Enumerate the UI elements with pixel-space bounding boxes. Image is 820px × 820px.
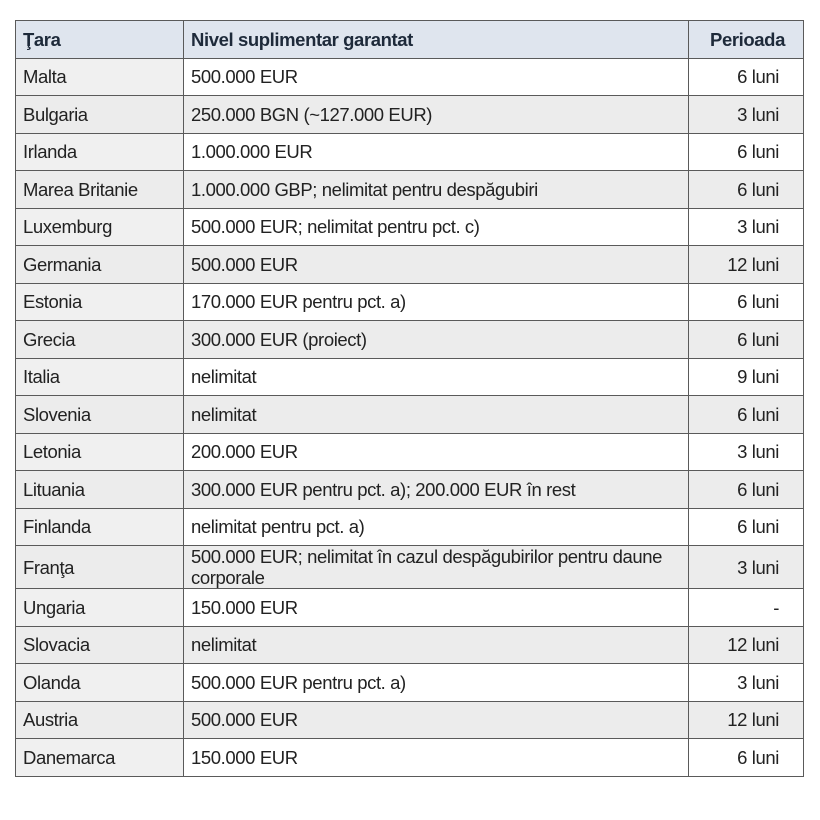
- table-cell: 6 luni: [688, 470, 804, 509]
- table-row: Ungaria 150.000 EUR -: [15, 588, 804, 627]
- table-cell: 12 luni: [688, 700, 804, 739]
- table-cell: Letonia: [15, 432, 184, 471]
- table: Ţara Nivel suplimentar garantat Perioada…: [15, 20, 804, 777]
- table-cell: 500.000 EUR: [183, 245, 689, 284]
- table-cell: -: [688, 588, 804, 627]
- table-row: Luxemburg 500.000 EUR; nelimitat pentru p…: [15, 207, 804, 246]
- table-cell: Austria: [15, 700, 184, 739]
- table-cell: 500.000 EUR: [183, 57, 689, 96]
- table-cell: 300.000 EUR (proiect): [183, 320, 689, 359]
- table-row: Letonia 200.000 EUR 3 luni: [15, 432, 804, 471]
- table-row: Slovenia nelimitat 6 luni: [15, 395, 804, 434]
- table-row: Grecia 300.000 EUR (proiect) 6 luni: [15, 320, 804, 359]
- table-row: Franţa 500.000 EUR; nelimitat în cazul de…: [15, 545, 804, 589]
- table-cell: Germania: [15, 245, 184, 284]
- table-row: Austria 500.000 EUR 12 luni: [15, 700, 804, 739]
- header-cell: Perioada: [688, 20, 804, 59]
- table-cell: Danemarca: [15, 738, 184, 777]
- table-cell: 3 luni: [688, 432, 804, 471]
- table-cell: 6 luni: [688, 170, 804, 209]
- table-cell: 6 luni: [688, 282, 804, 321]
- table-cell: 6 luni: [688, 738, 804, 777]
- table-row: Slovacia nelimitat 12 luni: [15, 625, 804, 664]
- table-cell: 1.000.000 EUR: [183, 132, 689, 171]
- table-cell: Franţa: [15, 545, 184, 589]
- table-cell: nelimitat: [183, 625, 689, 664]
- table-body: Malta 500.000 EUR 6 luni Bulgaria 250.000 BG…: [15, 57, 804, 777]
- table-cell: nelimitat: [183, 395, 689, 434]
- table-cell: 150.000 EUR: [183, 588, 689, 627]
- table-row: Estonia 170.000 EUR pentru pct. a) 6 luni: [15, 282, 804, 321]
- table-cell: 300.000 EUR pentru pct. a); 200.000 EUR …: [183, 470, 689, 509]
- table-cell: 6 luni: [688, 57, 804, 96]
- table-cell: Slovenia: [15, 395, 184, 434]
- table-row: Bulgaria 250.000 BGN (~127.000 EUR) 3 luni: [15, 95, 804, 134]
- table-cell: Olanda: [15, 663, 184, 702]
- table-cell: 12 luni: [688, 625, 804, 664]
- table-row: Olanda 500.000 EUR pentru pct. a) 3 luni: [15, 663, 804, 702]
- table-cell: nelimitat: [183, 357, 689, 396]
- table-cell: Marea Britanie: [15, 170, 184, 209]
- table-cell: 150.000 EUR: [183, 738, 689, 777]
- table-cell: 200.000 EUR: [183, 432, 689, 471]
- table-cell: Grecia: [15, 320, 184, 359]
- table-cell: nelimitat pentru pct. a): [183, 507, 689, 546]
- table-cell: 500.000 EUR: [183, 700, 689, 739]
- table-row: Italia nelimitat 9 luni: [15, 357, 804, 396]
- table-cell: 6 luni: [688, 320, 804, 359]
- table-cell: 12 luni: [688, 245, 804, 284]
- table-cell: Malta: [15, 57, 184, 96]
- table-cell: Lituania: [15, 470, 184, 509]
- table-cell: 3 luni: [688, 207, 804, 246]
- table-cell: 500.000 EUR; nelimitat în cazul despăgub…: [183, 545, 689, 589]
- table-cell: Estonia: [15, 282, 184, 321]
- table-row: Germania 500.000 EUR 12 luni: [15, 245, 804, 284]
- table-cell: 9 luni: [688, 357, 804, 396]
- table-cell: Ungaria: [15, 588, 184, 627]
- header-row: Ţara Nivel suplimentar garantat Perioada: [15, 20, 804, 59]
- table-row: Marea Britanie 1.000.000 GBP; nelimitat p…: [15, 170, 804, 209]
- table-cell: 170.000 EUR pentru pct. a): [183, 282, 689, 321]
- table-cell: Finlanda: [15, 507, 184, 546]
- table-cell: 500.000 EUR; nelimitat pentru pct. c): [183, 207, 689, 246]
- header-cell: Ţara: [15, 20, 184, 59]
- table-cell: 1.000.000 GBP; nelimitat pentru despăgub…: [183, 170, 689, 209]
- table-cell: 250.000 BGN (~127.000 EUR): [183, 95, 689, 134]
- table-cell: Bulgaria: [15, 95, 184, 134]
- table-header: Ţara Nivel suplimentar garantat Perioada: [15, 20, 804, 59]
- table-row: Finlanda nelimitat pentru pct. a) 6 luni: [15, 507, 804, 546]
- table-cell: 3 luni: [688, 95, 804, 134]
- table-cell: 3 luni: [688, 545, 804, 589]
- table-cell: Italia: [15, 357, 184, 396]
- table-row: Malta 500.000 EUR 6 luni: [15, 57, 804, 96]
- table-row: Lituania 300.000 EUR pentru pct. a); 200.…: [15, 470, 804, 509]
- table-cell: 500.000 EUR pentru pct. a): [183, 663, 689, 702]
- table-cell: 3 luni: [688, 663, 804, 702]
- table-cell: 6 luni: [688, 395, 804, 434]
- table-row: Danemarca 150.000 EUR 6 luni: [15, 738, 804, 777]
- table-cell: Slovacia: [15, 625, 184, 664]
- table-cell: Luxemburg: [15, 207, 184, 246]
- table-cell: 6 luni: [688, 132, 804, 171]
- table-cell: Irlanda: [15, 132, 184, 171]
- header-cell: Nivel suplimentar garantat: [183, 20, 689, 59]
- table-cell: 6 luni: [688, 507, 804, 546]
- table-row: Irlanda 1.000.000 EUR 6 luni: [15, 132, 804, 171]
